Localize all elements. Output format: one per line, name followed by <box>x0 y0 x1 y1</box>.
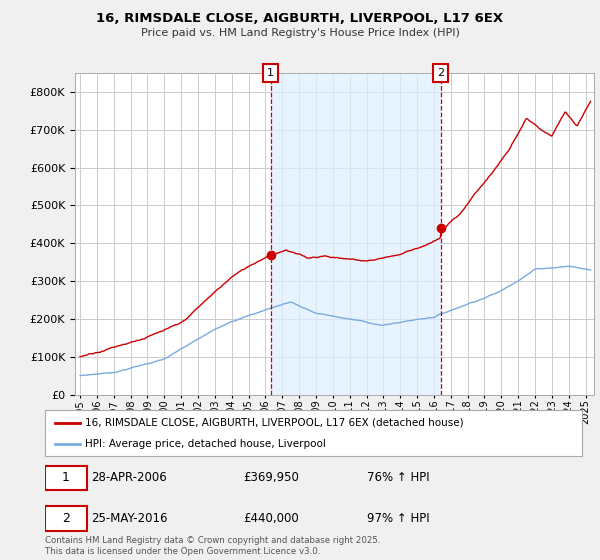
Text: 1: 1 <box>62 472 70 484</box>
Text: 16, RIMSDALE CLOSE, AIGBURTH, LIVERPOOL, L17 6EX: 16, RIMSDALE CLOSE, AIGBURTH, LIVERPOOL,… <box>97 12 503 25</box>
Text: 28-APR-2006: 28-APR-2006 <box>91 472 166 484</box>
Text: Price paid vs. HM Land Registry's House Price Index (HPI): Price paid vs. HM Land Registry's House … <box>140 28 460 38</box>
Text: £440,000: £440,000 <box>244 512 299 525</box>
Text: 2: 2 <box>62 512 70 525</box>
FancyBboxPatch shape <box>45 506 87 531</box>
Text: 25-MAY-2016: 25-MAY-2016 <box>91 512 167 525</box>
Text: £369,950: £369,950 <box>244 472 299 484</box>
Text: 1: 1 <box>268 68 274 78</box>
Text: 97% ↑ HPI: 97% ↑ HPI <box>367 512 430 525</box>
Text: 76% ↑ HPI: 76% ↑ HPI <box>367 472 430 484</box>
FancyBboxPatch shape <box>45 466 87 490</box>
Text: HPI: Average price, detached house, Liverpool: HPI: Average price, detached house, Live… <box>85 439 326 449</box>
Text: Contains HM Land Registry data © Crown copyright and database right 2025.
This d: Contains HM Land Registry data © Crown c… <box>45 536 380 556</box>
Text: 16, RIMSDALE CLOSE, AIGBURTH, LIVERPOOL, L17 6EX (detached house): 16, RIMSDALE CLOSE, AIGBURTH, LIVERPOOL,… <box>85 418 464 428</box>
Text: 2: 2 <box>437 68 444 78</box>
Bar <box>271 73 440 395</box>
